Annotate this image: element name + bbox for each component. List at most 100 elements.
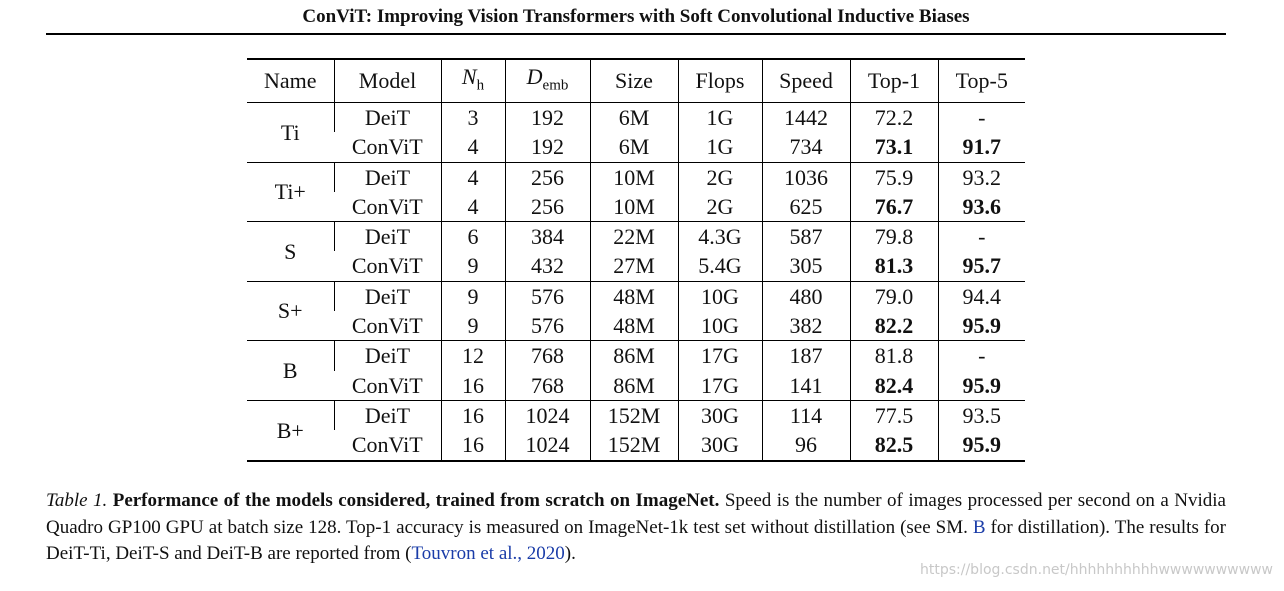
table-cell: 256 bbox=[504, 191, 590, 222]
model-name: S+ bbox=[247, 280, 334, 341]
table-cell: 17G bbox=[677, 340, 762, 371]
header-text: Top-5 bbox=[955, 68, 1008, 94]
table-row: ConViT 9 576 48M 10G 382 82.2 95.9 bbox=[247, 311, 1025, 341]
table-cell: 768 bbox=[504, 340, 590, 371]
table-cell: 4.3G bbox=[677, 221, 762, 252]
table-cell: 4 bbox=[440, 161, 505, 192]
table-cell: 12 bbox=[440, 340, 505, 371]
header-text: Name bbox=[263, 68, 317, 94]
header-row: Name Model Nh Demb Size Flops Speed Top-1 Top-5 bbox=[247, 59, 1025, 103]
table-cell: 16 bbox=[440, 370, 505, 401]
table-cell: 6M bbox=[589, 132, 678, 163]
table-cell: 1036 bbox=[761, 161, 850, 192]
table-row: ConViT 4 192 6M 1G 734 73.1 91.7 bbox=[247, 132, 1025, 163]
table-cell: 256 bbox=[504, 161, 590, 192]
table-cell: 95.9 bbox=[937, 370, 1025, 401]
table-row: ConViT 16 1024 152M 30G 96 82.5 95.9 bbox=[247, 430, 1025, 461]
table-cell: 1024 bbox=[504, 399, 590, 431]
table-cell: 432 bbox=[504, 251, 590, 282]
table-cell: 3 bbox=[440, 102, 505, 133]
table-cell: - bbox=[937, 102, 1025, 133]
table-cell: 95.9 bbox=[937, 311, 1025, 341]
caption-text: for distillation). The results for DeiT-… bbox=[46, 516, 1226, 565]
results-table: Name Model Nh Demb Size Flops Speed Top-1 Top-5 … bbox=[247, 58, 1025, 462]
caption-link[interactable]: Touvron et al., 2020 bbox=[411, 543, 565, 564]
model-name: B+ bbox=[247, 399, 334, 461]
table-cell: 625 bbox=[761, 191, 850, 222]
model-name: S bbox=[247, 221, 334, 282]
table-cell: 86M bbox=[589, 370, 678, 401]
table-cell: 79.8 bbox=[849, 221, 938, 252]
table-cell: 576 bbox=[504, 280, 590, 312]
table-cell: - bbox=[937, 340, 1025, 371]
table-cell: 82.2 bbox=[849, 311, 938, 341]
table-cell: 91.7 bbox=[937, 132, 1025, 163]
table-row: S DeiT 6 384 22M 4.3G 587 79.8- bbox=[247, 221, 1025, 282]
table-cell: 96 bbox=[761, 430, 850, 461]
table-cell: 82.5 bbox=[849, 430, 938, 461]
header-text: Model bbox=[358, 68, 417, 94]
table-cell: 94.4 bbox=[937, 280, 1025, 312]
table-cell: ConViT bbox=[351, 432, 423, 458]
table-cell: 734 bbox=[761, 132, 850, 163]
model-name: B bbox=[247, 340, 334, 401]
table-cell: 48M bbox=[589, 311, 678, 341]
table-cell: 305 bbox=[761, 251, 850, 282]
table-row: ConViT 16 768 86M 17G 141 82.4 95.9 bbox=[247, 370, 1025, 401]
table-cell: 77.5 bbox=[849, 399, 938, 431]
table-cell: 4 bbox=[440, 191, 505, 222]
table-cell: 10G bbox=[677, 311, 762, 341]
table-cell: 82.4 bbox=[849, 370, 938, 401]
table-cell: 141 bbox=[761, 370, 850, 401]
table-cell: 27M bbox=[589, 251, 678, 282]
table-cell: ConViT bbox=[351, 134, 423, 160]
caption-link[interactable]: B bbox=[972, 516, 986, 538]
table-cell: 5.4G bbox=[677, 251, 762, 282]
table-row: B DeiT 12 768 86M 17G 187 81.8- bbox=[247, 340, 1025, 401]
model-name: Ti bbox=[247, 102, 334, 163]
model-name: Ti+ bbox=[247, 161, 334, 222]
table-cell: 93.2 bbox=[937, 161, 1025, 192]
caption-label: Table 1. bbox=[46, 490, 108, 511]
table-cell: 2G bbox=[677, 191, 762, 222]
table-cell: 382 bbox=[761, 311, 850, 341]
table-cell: 30G bbox=[677, 430, 762, 461]
header-subscript: h bbox=[476, 77, 485, 94]
table-cell: 480 bbox=[761, 280, 850, 312]
table-cell: DeiT bbox=[333, 221, 441, 252]
table-cell: 81.8 bbox=[849, 340, 938, 371]
table-cell: ConViT bbox=[351, 193, 423, 219]
table-row: Ti DeiT 3 192 6M 1G 1442 72.2- bbox=[247, 102, 1025, 163]
header-text: Speed bbox=[779, 68, 833, 94]
caption-text: ). bbox=[564, 543, 576, 564]
table-cell: 9 bbox=[440, 311, 505, 341]
table-cell: 152M bbox=[589, 399, 678, 431]
table-row: ConViT 4 256 10M 2G 625 76.7 93.6 bbox=[247, 191, 1025, 222]
table-cell: 81.3 bbox=[849, 251, 938, 282]
table-cell: DeiT bbox=[333, 280, 441, 312]
table-cell: 30G bbox=[677, 399, 762, 431]
table-cell: 16 bbox=[440, 430, 505, 461]
table-cell: 10G bbox=[677, 280, 762, 312]
table-cell: 1G bbox=[677, 132, 762, 163]
column-header: Speed bbox=[761, 59, 850, 103]
table-cell: 152M bbox=[589, 430, 678, 461]
caption-bold: Performance of the models considered, tr… bbox=[107, 490, 720, 511]
table-cell: 93.5 bbox=[937, 399, 1025, 431]
table-cell: 192 bbox=[504, 102, 590, 133]
table-cell: - bbox=[937, 221, 1025, 252]
table-cell: 22M bbox=[589, 221, 678, 252]
column-header: Name bbox=[247, 59, 334, 103]
table-cell: 114 bbox=[761, 399, 850, 431]
column-header: Flops bbox=[677, 59, 762, 103]
column-header: Demb bbox=[504, 59, 590, 103]
header-symbol: D bbox=[526, 63, 543, 89]
table-cell: DeiT bbox=[333, 102, 441, 133]
table-cell: 95.7 bbox=[937, 251, 1025, 282]
table-cell: 16 bbox=[440, 399, 505, 431]
table-row: ConViT 9 432 27M 5.4G 305 81.3 95.7 bbox=[247, 251, 1025, 282]
column-header: Top-1 bbox=[849, 59, 938, 103]
table-cell: ConViT bbox=[351, 372, 423, 398]
table-cell: 1024 bbox=[504, 430, 590, 461]
